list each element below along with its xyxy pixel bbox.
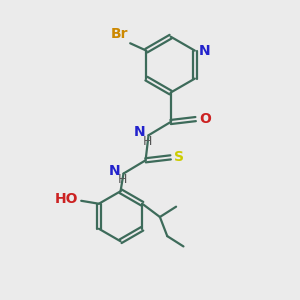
Text: H: H xyxy=(117,173,127,186)
Text: H: H xyxy=(142,135,152,148)
Text: Br: Br xyxy=(111,27,129,41)
Text: S: S xyxy=(174,150,184,164)
Text: N: N xyxy=(109,164,121,178)
Text: O: O xyxy=(199,112,211,126)
Text: N: N xyxy=(134,125,146,139)
Text: HO: HO xyxy=(55,192,78,206)
Text: N: N xyxy=(198,44,210,58)
